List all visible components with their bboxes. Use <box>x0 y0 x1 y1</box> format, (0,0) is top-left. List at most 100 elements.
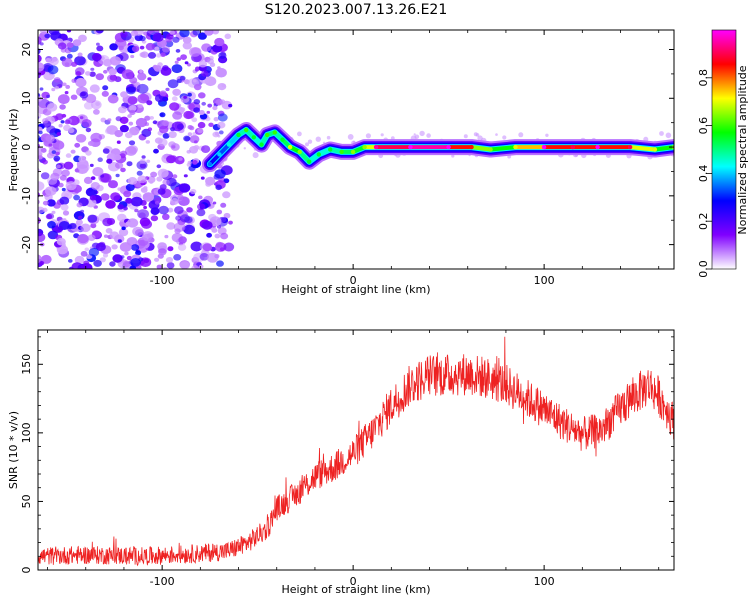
colorbar-frame <box>711 29 737 270</box>
noise-blob <box>68 115 80 126</box>
noise-blob <box>40 172 50 180</box>
noise-blob <box>219 247 225 252</box>
noise-blob <box>33 224 37 228</box>
noise-blob <box>184 216 193 224</box>
noise-blob <box>120 150 128 157</box>
noise-dot <box>665 132 672 139</box>
ridge-point <box>627 144 633 150</box>
noise-dot <box>297 131 302 137</box>
noise-blob <box>105 128 113 135</box>
noise-blob <box>49 57 59 66</box>
noise-blob <box>216 209 223 215</box>
noise-blob <box>117 239 122 243</box>
colorbar-tick-label: 0.2 <box>697 212 710 230</box>
noise-blob <box>116 140 121 144</box>
spectrogram-xtick-label: 100 <box>534 274 555 287</box>
noise-blob <box>65 84 71 89</box>
noise-blob <box>73 233 80 239</box>
spectrogram-ridge <box>201 122 674 173</box>
noise-blob <box>115 173 120 178</box>
noise-blob <box>51 210 56 214</box>
colorbar-gradient <box>712 30 736 269</box>
noise-blob <box>110 192 121 201</box>
noise-blob <box>183 95 188 99</box>
noise-blob <box>187 63 191 67</box>
noise-blob <box>90 223 97 229</box>
noise-blob <box>115 162 124 169</box>
noise-blob <box>193 99 201 105</box>
noise-blob <box>68 127 75 134</box>
noise-blob <box>80 209 85 213</box>
ridge-point <box>297 149 302 155</box>
noise-blob <box>55 86 59 90</box>
ridge-point <box>513 144 518 150</box>
noise-blob <box>145 42 155 51</box>
noise-blob <box>101 90 109 97</box>
noise-blob <box>129 76 138 84</box>
noise-blob <box>117 213 127 222</box>
noise-blob <box>206 232 213 238</box>
noise-blob <box>87 214 98 223</box>
noise-blob <box>171 121 184 132</box>
noise-blob <box>212 44 223 53</box>
noise-blob <box>105 228 113 234</box>
ridge-point <box>652 147 658 152</box>
ridge-point <box>488 147 493 152</box>
noise-blob <box>125 86 136 95</box>
noise-blob <box>55 113 64 121</box>
snr-ticks: -100 0 100 0 50 100 150 <box>20 330 674 588</box>
noise-blob <box>215 67 227 78</box>
noise-blob <box>44 186 57 196</box>
noise-dot <box>252 152 259 159</box>
snr-xtick-label: 0 <box>350 575 357 588</box>
noise-blob <box>57 225 63 231</box>
noise-blob <box>139 45 145 50</box>
noise-blob <box>57 42 67 50</box>
noise-dot <box>426 133 431 138</box>
noise-blob <box>77 162 90 173</box>
noise-blob <box>147 127 153 131</box>
noise-blob <box>201 101 206 106</box>
noise-blob <box>172 36 180 43</box>
noise-blob <box>119 242 132 252</box>
noise-blob <box>136 83 149 94</box>
noise-blob <box>123 190 132 198</box>
noise-blob <box>46 199 56 207</box>
noise-blob <box>191 117 198 123</box>
noise-blob <box>118 106 127 114</box>
noise-blob <box>31 131 38 136</box>
noise-blob <box>162 213 170 220</box>
ridge-point <box>226 142 232 147</box>
noise-blob <box>228 220 233 225</box>
noise-blob <box>38 130 43 135</box>
noise-blob <box>50 31 62 41</box>
noise-blob <box>117 187 122 191</box>
noise-blob <box>156 53 162 58</box>
ridge-point <box>272 130 277 135</box>
noise-blob <box>141 155 146 159</box>
noise-blob <box>142 233 152 242</box>
noise-blob <box>62 82 67 87</box>
noise-blob <box>76 202 83 208</box>
noise-blob <box>38 54 42 63</box>
noise-blob <box>71 262 83 269</box>
noise-blob <box>38 146 43 153</box>
noise-blob <box>114 154 122 161</box>
noise-blob <box>75 71 82 77</box>
noise-blob <box>90 182 100 190</box>
noise-dot <box>380 133 384 137</box>
noise-blob <box>106 158 113 164</box>
noise-blob <box>153 148 159 154</box>
noise-blob <box>204 30 214 36</box>
noise-blob <box>217 83 227 91</box>
noise-dot <box>326 135 331 140</box>
spectrogram-xtick-label: 0 <box>350 274 357 287</box>
noise-blob <box>156 164 162 169</box>
spectrogram-ytick-label: -10 <box>20 187 33 205</box>
noise-blob <box>166 155 176 164</box>
noise-blob <box>102 85 109 91</box>
snr-ytick-label: 50 <box>20 494 33 508</box>
noise-blob <box>157 168 169 178</box>
